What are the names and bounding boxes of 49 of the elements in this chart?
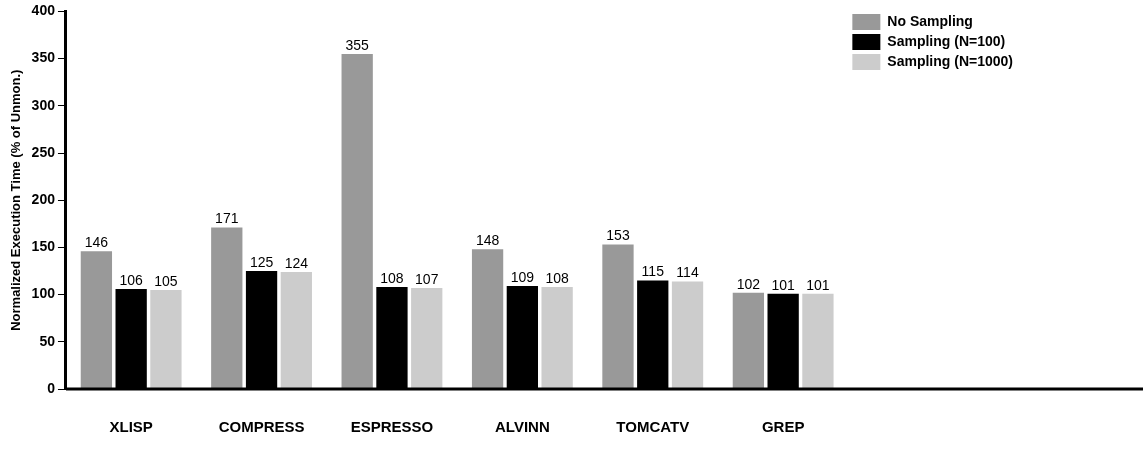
bar bbox=[341, 53, 373, 389]
legend-label: No Sampling bbox=[887, 12, 973, 29]
bar bbox=[602, 244, 634, 389]
data-label: 125 bbox=[249, 253, 274, 270]
x-tick-label: XLISP bbox=[109, 418, 153, 436]
x-tick-label: GREP bbox=[761, 418, 805, 436]
y-tick-label: 100 bbox=[31, 285, 56, 302]
bar bbox=[150, 289, 182, 389]
data-label: 355 bbox=[345, 36, 370, 53]
legend-label: Sampling (N=1000) bbox=[887, 52, 1013, 69]
bar bbox=[732, 292, 765, 389]
bar bbox=[802, 293, 834, 389]
data-label: 101 bbox=[806, 276, 830, 293]
y-tick-label: 50 bbox=[39, 332, 56, 349]
bar bbox=[541, 287, 573, 389]
y-axis-title: Normalized Execution Time (% of Unmon.) bbox=[8, 69, 24, 331]
data-label: 101 bbox=[771, 276, 796, 293]
bar bbox=[671, 281, 704, 389]
x-tick-label: TOMCATV bbox=[616, 418, 690, 436]
data-label: 106 bbox=[119, 271, 144, 288]
bar bbox=[471, 249, 504, 389]
data-label: 153 bbox=[606, 227, 630, 244]
x-tick-label: ESPRESSO bbox=[350, 418, 434, 436]
y-tick-label: 300 bbox=[31, 96, 56, 113]
bar bbox=[211, 227, 243, 389]
data-label: 115 bbox=[641, 263, 665, 280]
x-tick-label: COMPRESS bbox=[218, 418, 305, 436]
data-label: 102 bbox=[736, 275, 761, 292]
data-label: 109 bbox=[510, 268, 535, 285]
bar bbox=[80, 251, 113, 389]
y-tick-label: 150 bbox=[31, 238, 56, 255]
data-label: 107 bbox=[415, 270, 439, 287]
bar bbox=[280, 271, 312, 389]
x-tick-label: ALVINN bbox=[494, 418, 550, 436]
y-tick-label: 350 bbox=[31, 49, 56, 66]
y-tick-label: 250 bbox=[31, 143, 56, 160]
data-label: 105 bbox=[154, 272, 178, 289]
y-tick-label: 0 bbox=[47, 379, 56, 396]
data-label: 148 bbox=[475, 232, 500, 249]
data-label: 108 bbox=[545, 269, 570, 286]
data-label: 124 bbox=[284, 254, 309, 271]
legend-label: Sampling (N=100) bbox=[887, 32, 1006, 49]
data-label: 146 bbox=[84, 234, 109, 251]
data-label: 108 bbox=[380, 269, 404, 286]
data-label: 114 bbox=[676, 264, 699, 281]
bar bbox=[411, 287, 443, 389]
data-label: 171 bbox=[215, 210, 239, 227]
y-tick-label: 200 bbox=[31, 191, 56, 208]
y-tick-label: 400 bbox=[31, 2, 56, 19]
